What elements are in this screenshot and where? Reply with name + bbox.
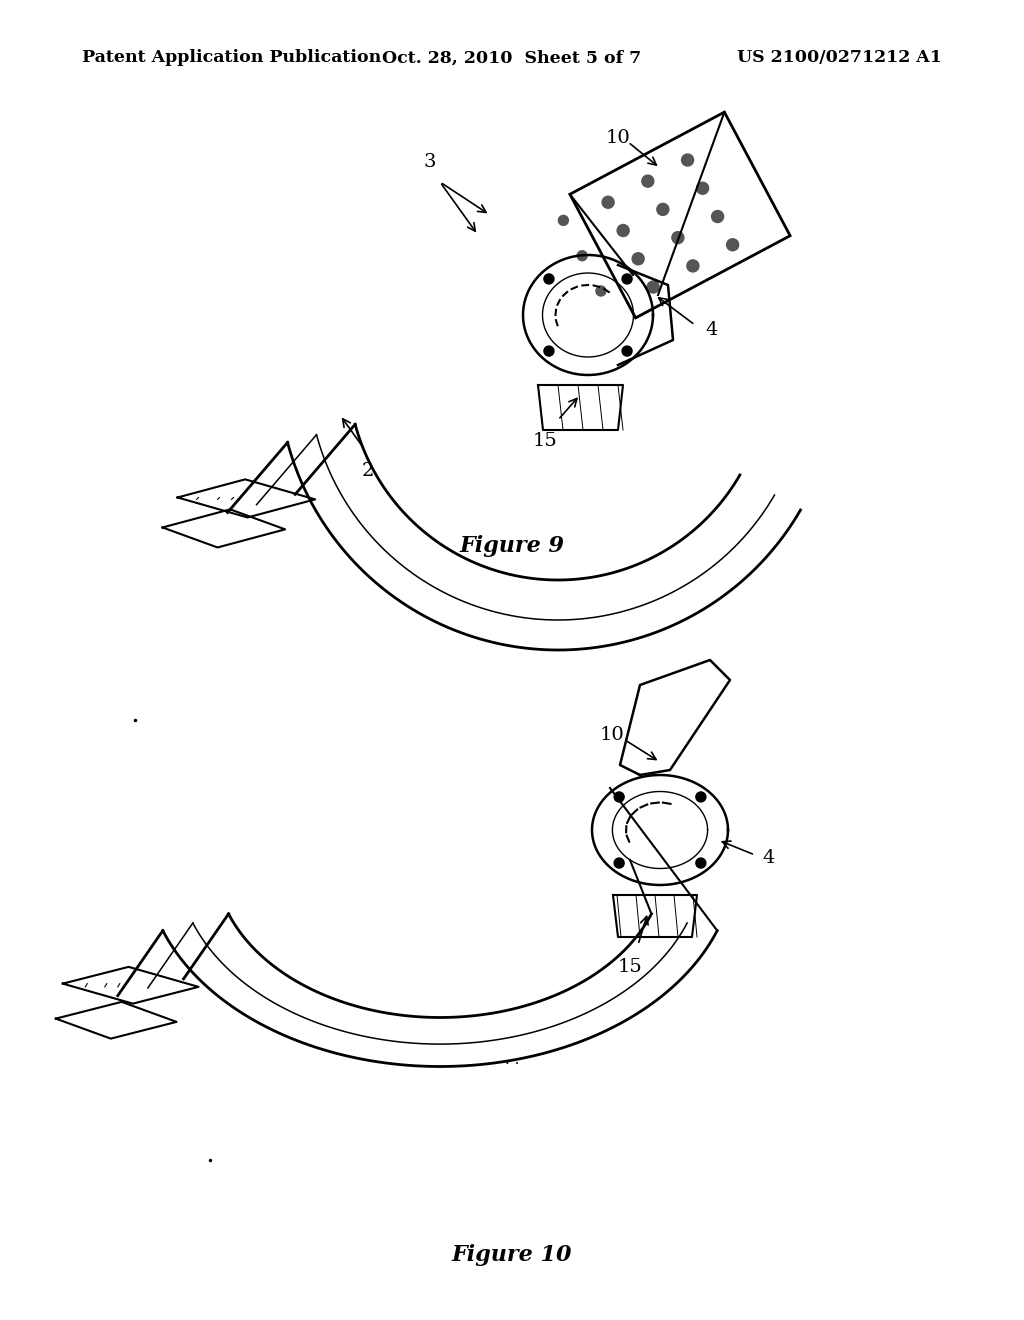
Circle shape	[727, 239, 738, 251]
Text: 4: 4	[705, 321, 718, 339]
Text: Patent Application Publication: Patent Application Publication	[82, 49, 381, 66]
Circle shape	[696, 182, 709, 194]
Text: 10: 10	[605, 129, 631, 147]
Circle shape	[647, 281, 659, 293]
Circle shape	[602, 197, 614, 209]
Text: 15: 15	[532, 432, 557, 450]
Text: 2: 2	[361, 462, 374, 480]
Text: Figure 9: Figure 9	[460, 535, 564, 557]
Circle shape	[642, 176, 654, 187]
Circle shape	[672, 231, 684, 244]
Circle shape	[712, 210, 724, 223]
Circle shape	[696, 858, 706, 869]
Circle shape	[622, 346, 632, 356]
Circle shape	[696, 792, 706, 803]
Text: Oct. 28, 2010  Sheet 5 of 7: Oct. 28, 2010 Sheet 5 of 7	[382, 49, 642, 66]
Text: 4: 4	[762, 849, 774, 867]
Circle shape	[614, 792, 625, 803]
Circle shape	[544, 346, 554, 356]
Circle shape	[614, 858, 625, 869]
Text: 3: 3	[424, 153, 436, 172]
Circle shape	[596, 286, 606, 296]
Text: Figure 10: Figure 10	[452, 1243, 572, 1266]
Circle shape	[632, 252, 644, 265]
Circle shape	[682, 154, 693, 166]
Text: 10: 10	[600, 726, 625, 744]
Circle shape	[622, 275, 632, 284]
Circle shape	[687, 260, 699, 272]
Circle shape	[558, 215, 568, 226]
Circle shape	[617, 224, 629, 236]
Circle shape	[656, 203, 669, 215]
Text: 15: 15	[617, 958, 642, 975]
Circle shape	[578, 251, 587, 260]
Circle shape	[544, 275, 554, 284]
Text: . .: . .	[505, 1053, 519, 1067]
Text: US 2100/0271212 A1: US 2100/0271212 A1	[737, 49, 942, 66]
